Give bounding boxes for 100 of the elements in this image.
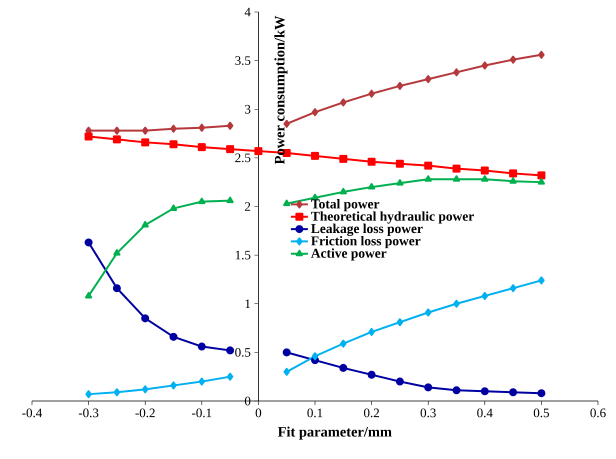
point — [141, 314, 150, 322]
point — [254, 147, 262, 156]
point — [538, 276, 545, 284]
point — [113, 249, 120, 256]
point — [537, 171, 546, 180]
y-tick-label: 1 — [246, 299, 250, 308]
point — [84, 132, 93, 140]
point — [480, 166, 489, 175]
point — [339, 154, 348, 163]
point — [85, 292, 92, 298]
point — [340, 340, 347, 348]
point — [312, 108, 318, 116]
y-tick-label: 0.5 — [235, 348, 250, 357]
x-tick-label: -0.2 — [135, 408, 155, 418]
point — [311, 152, 319, 160]
y-tick-label: 2 — [244, 202, 250, 211]
point — [452, 175, 460, 182]
point — [368, 183, 376, 190]
point — [142, 385, 148, 394]
point — [198, 378, 206, 386]
legend-label: Leakage loss power — [311, 224, 423, 236]
x-tick-label: 0 — [256, 408, 262, 418]
point — [538, 178, 545, 185]
point — [340, 188, 347, 194]
point — [510, 177, 517, 184]
point — [452, 164, 460, 173]
point — [339, 364, 348, 372]
point — [226, 196, 234, 204]
x-tick-label: 0.4 — [477, 408, 493, 418]
point — [226, 145, 234, 154]
point — [170, 204, 178, 211]
x-tick-label: -0.1 — [192, 408, 212, 418]
point — [283, 200, 290, 206]
point — [453, 300, 460, 308]
point — [368, 90, 375, 98]
point — [396, 318, 404, 326]
x-tick-label: 0.3 — [420, 408, 436, 418]
point — [424, 175, 432, 182]
point — [198, 124, 206, 132]
point — [226, 372, 234, 381]
point — [482, 61, 488, 70]
legend-label: Friction loss power — [311, 236, 420, 248]
point — [537, 389, 546, 398]
point — [453, 68, 460, 76]
point — [396, 160, 404, 168]
point — [312, 352, 318, 360]
y-tick-label: 3.5 — [235, 56, 250, 66]
point — [480, 387, 489, 396]
point — [510, 56, 516, 64]
point — [368, 370, 376, 379]
y-tick-label: 1.5 — [236, 250, 250, 260]
point — [509, 169, 518, 178]
legend-label: Theoretical hydraulic power — [311, 211, 474, 224]
point — [340, 98, 347, 106]
point — [452, 386, 460, 394]
point — [509, 388, 518, 396]
x-tick-label: 0.6 — [590, 408, 606, 418]
point — [170, 140, 178, 148]
point — [283, 368, 290, 376]
point — [424, 383, 432, 392]
point — [226, 346, 234, 354]
point — [396, 179, 404, 186]
point — [85, 390, 92, 398]
x-tick-label: -0.4 — [22, 408, 42, 418]
point — [198, 198, 206, 204]
point — [368, 328, 375, 336]
point — [142, 126, 148, 135]
point — [481, 175, 488, 182]
x-axis-title: Fit parameter/mm — [278, 426, 392, 440]
point — [170, 124, 177, 133]
legend-label: Total power — [311, 199, 380, 212]
x-tick-label: -0.3 — [78, 408, 98, 418]
point — [424, 162, 432, 170]
point — [141, 138, 150, 146]
point — [170, 332, 178, 341]
point — [538, 50, 545, 59]
point — [84, 238, 93, 246]
point — [114, 126, 120, 135]
point — [112, 135, 121, 144]
point — [142, 220, 149, 228]
point — [368, 158, 376, 166]
point — [114, 388, 120, 396]
x-tick-label: 0.2 — [364, 408, 379, 418]
x-tick-label: 0.5 — [534, 408, 549, 418]
legend-label: Active power — [311, 248, 386, 260]
y-axis-title: Power consumption/kW — [274, 16, 288, 164]
point — [282, 348, 291, 356]
point — [424, 308, 432, 317]
point — [482, 292, 488, 300]
point — [424, 75, 432, 84]
point — [226, 122, 234, 130]
point — [396, 378, 404, 386]
y-tick-label: 4 — [244, 8, 251, 16]
point — [170, 381, 177, 390]
point — [396, 82, 404, 90]
point — [198, 342, 206, 351]
point — [112, 284, 121, 292]
point — [510, 284, 516, 292]
point — [198, 143, 206, 152]
y-tick-label: 3 — [245, 104, 250, 114]
